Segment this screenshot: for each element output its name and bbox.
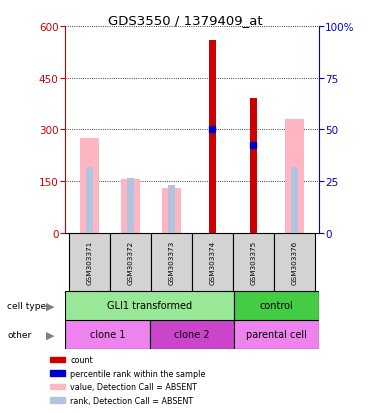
Text: GSM303375: GSM303375 — [250, 240, 256, 284]
Text: control: control — [260, 301, 293, 311]
Bar — [86, 168, 93, 233]
Bar — [234, 291, 319, 320]
Text: value, Detection Call = ABSENT: value, Detection Call = ABSENT — [70, 382, 197, 391]
Bar — [192, 233, 233, 291]
Bar — [121, 180, 140, 233]
Bar — [168, 185, 175, 233]
Text: percentile rank within the sample: percentile rank within the sample — [70, 369, 206, 378]
Bar — [151, 233, 192, 291]
Text: clone 1: clone 1 — [89, 330, 125, 339]
Text: GDS3550 / 1379409_at: GDS3550 / 1379409_at — [108, 14, 263, 27]
Bar — [291, 168, 298, 233]
Text: GSM303372: GSM303372 — [128, 240, 134, 284]
Text: GSM303374: GSM303374 — [210, 240, 216, 284]
Text: GSM303371: GSM303371 — [86, 240, 92, 284]
Bar — [274, 233, 315, 291]
Bar — [127, 178, 134, 233]
Text: GSM303376: GSM303376 — [292, 240, 298, 284]
Text: parental cell: parental cell — [246, 330, 307, 339]
Text: other: other — [7, 330, 32, 339]
Bar — [49, 397, 65, 403]
Bar — [162, 189, 181, 233]
Bar — [80, 139, 99, 233]
Text: ▶: ▶ — [46, 330, 54, 339]
Bar — [49, 384, 65, 389]
Bar — [69, 233, 110, 291]
Text: cell type: cell type — [7, 301, 46, 310]
Bar — [209, 40, 216, 233]
Bar — [65, 291, 234, 320]
Text: rank, Detection Call = ABSENT: rank, Detection Call = ABSENT — [70, 396, 193, 405]
Text: GLI1 transformed: GLI1 transformed — [107, 301, 192, 311]
Text: clone 2: clone 2 — [174, 330, 210, 339]
Text: ▶: ▶ — [46, 301, 54, 311]
Bar — [250, 99, 257, 233]
Bar — [65, 320, 150, 349]
Bar — [234, 320, 319, 349]
Text: count: count — [70, 355, 93, 364]
Bar — [110, 233, 151, 291]
Bar — [49, 357, 65, 363]
Text: GSM303373: GSM303373 — [168, 240, 174, 284]
Bar — [49, 370, 65, 376]
Bar — [285, 120, 304, 233]
Bar — [233, 233, 274, 291]
Bar — [150, 320, 234, 349]
